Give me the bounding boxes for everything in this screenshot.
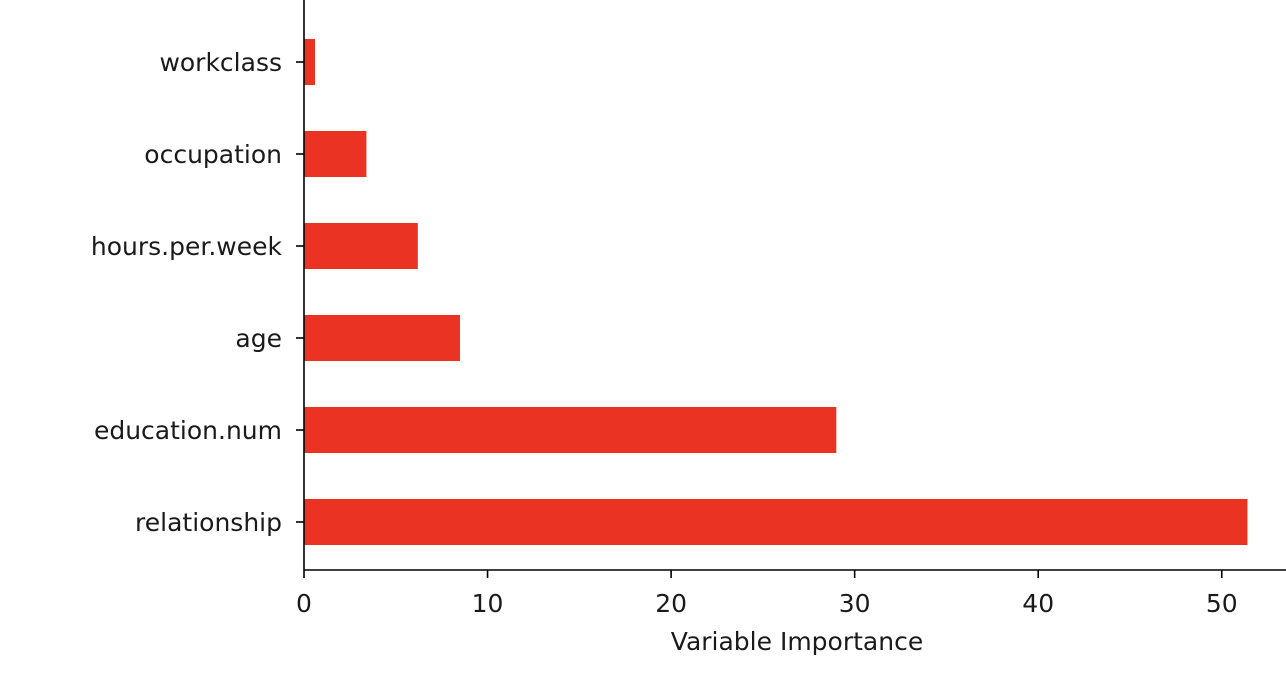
bar-workclass xyxy=(304,39,316,85)
bar-education-num xyxy=(304,407,837,453)
y-tick-label: hours.per.week xyxy=(91,232,283,261)
bar-hours-per-week xyxy=(304,223,418,269)
y-tick-label: relationship xyxy=(135,508,282,537)
x-tick-label: 30 xyxy=(839,589,871,618)
x-axis-label: Variable Importance xyxy=(671,627,923,656)
bar-occupation xyxy=(304,131,367,177)
x-tick-label: 0 xyxy=(296,589,312,618)
x-tick-label: 10 xyxy=(472,589,504,618)
bar-age xyxy=(304,315,461,361)
x-tick-label: 40 xyxy=(1022,589,1054,618)
bars-group xyxy=(304,39,1248,545)
y-tick-label: occupation xyxy=(144,140,282,169)
x-tick-label: 50 xyxy=(1206,589,1238,618)
y-tick-label: age xyxy=(235,324,282,353)
y-tick-label: workclass xyxy=(159,48,282,77)
bar-relationship xyxy=(304,499,1248,545)
x-axis-ticks: 0 10 20 30 40 50 xyxy=(296,570,1238,618)
y-axis-ticks: relationship education.num age hours.per.we… xyxy=(91,48,304,537)
y-tick-label: education.num xyxy=(94,416,282,445)
x-tick-label: 20 xyxy=(655,589,687,618)
